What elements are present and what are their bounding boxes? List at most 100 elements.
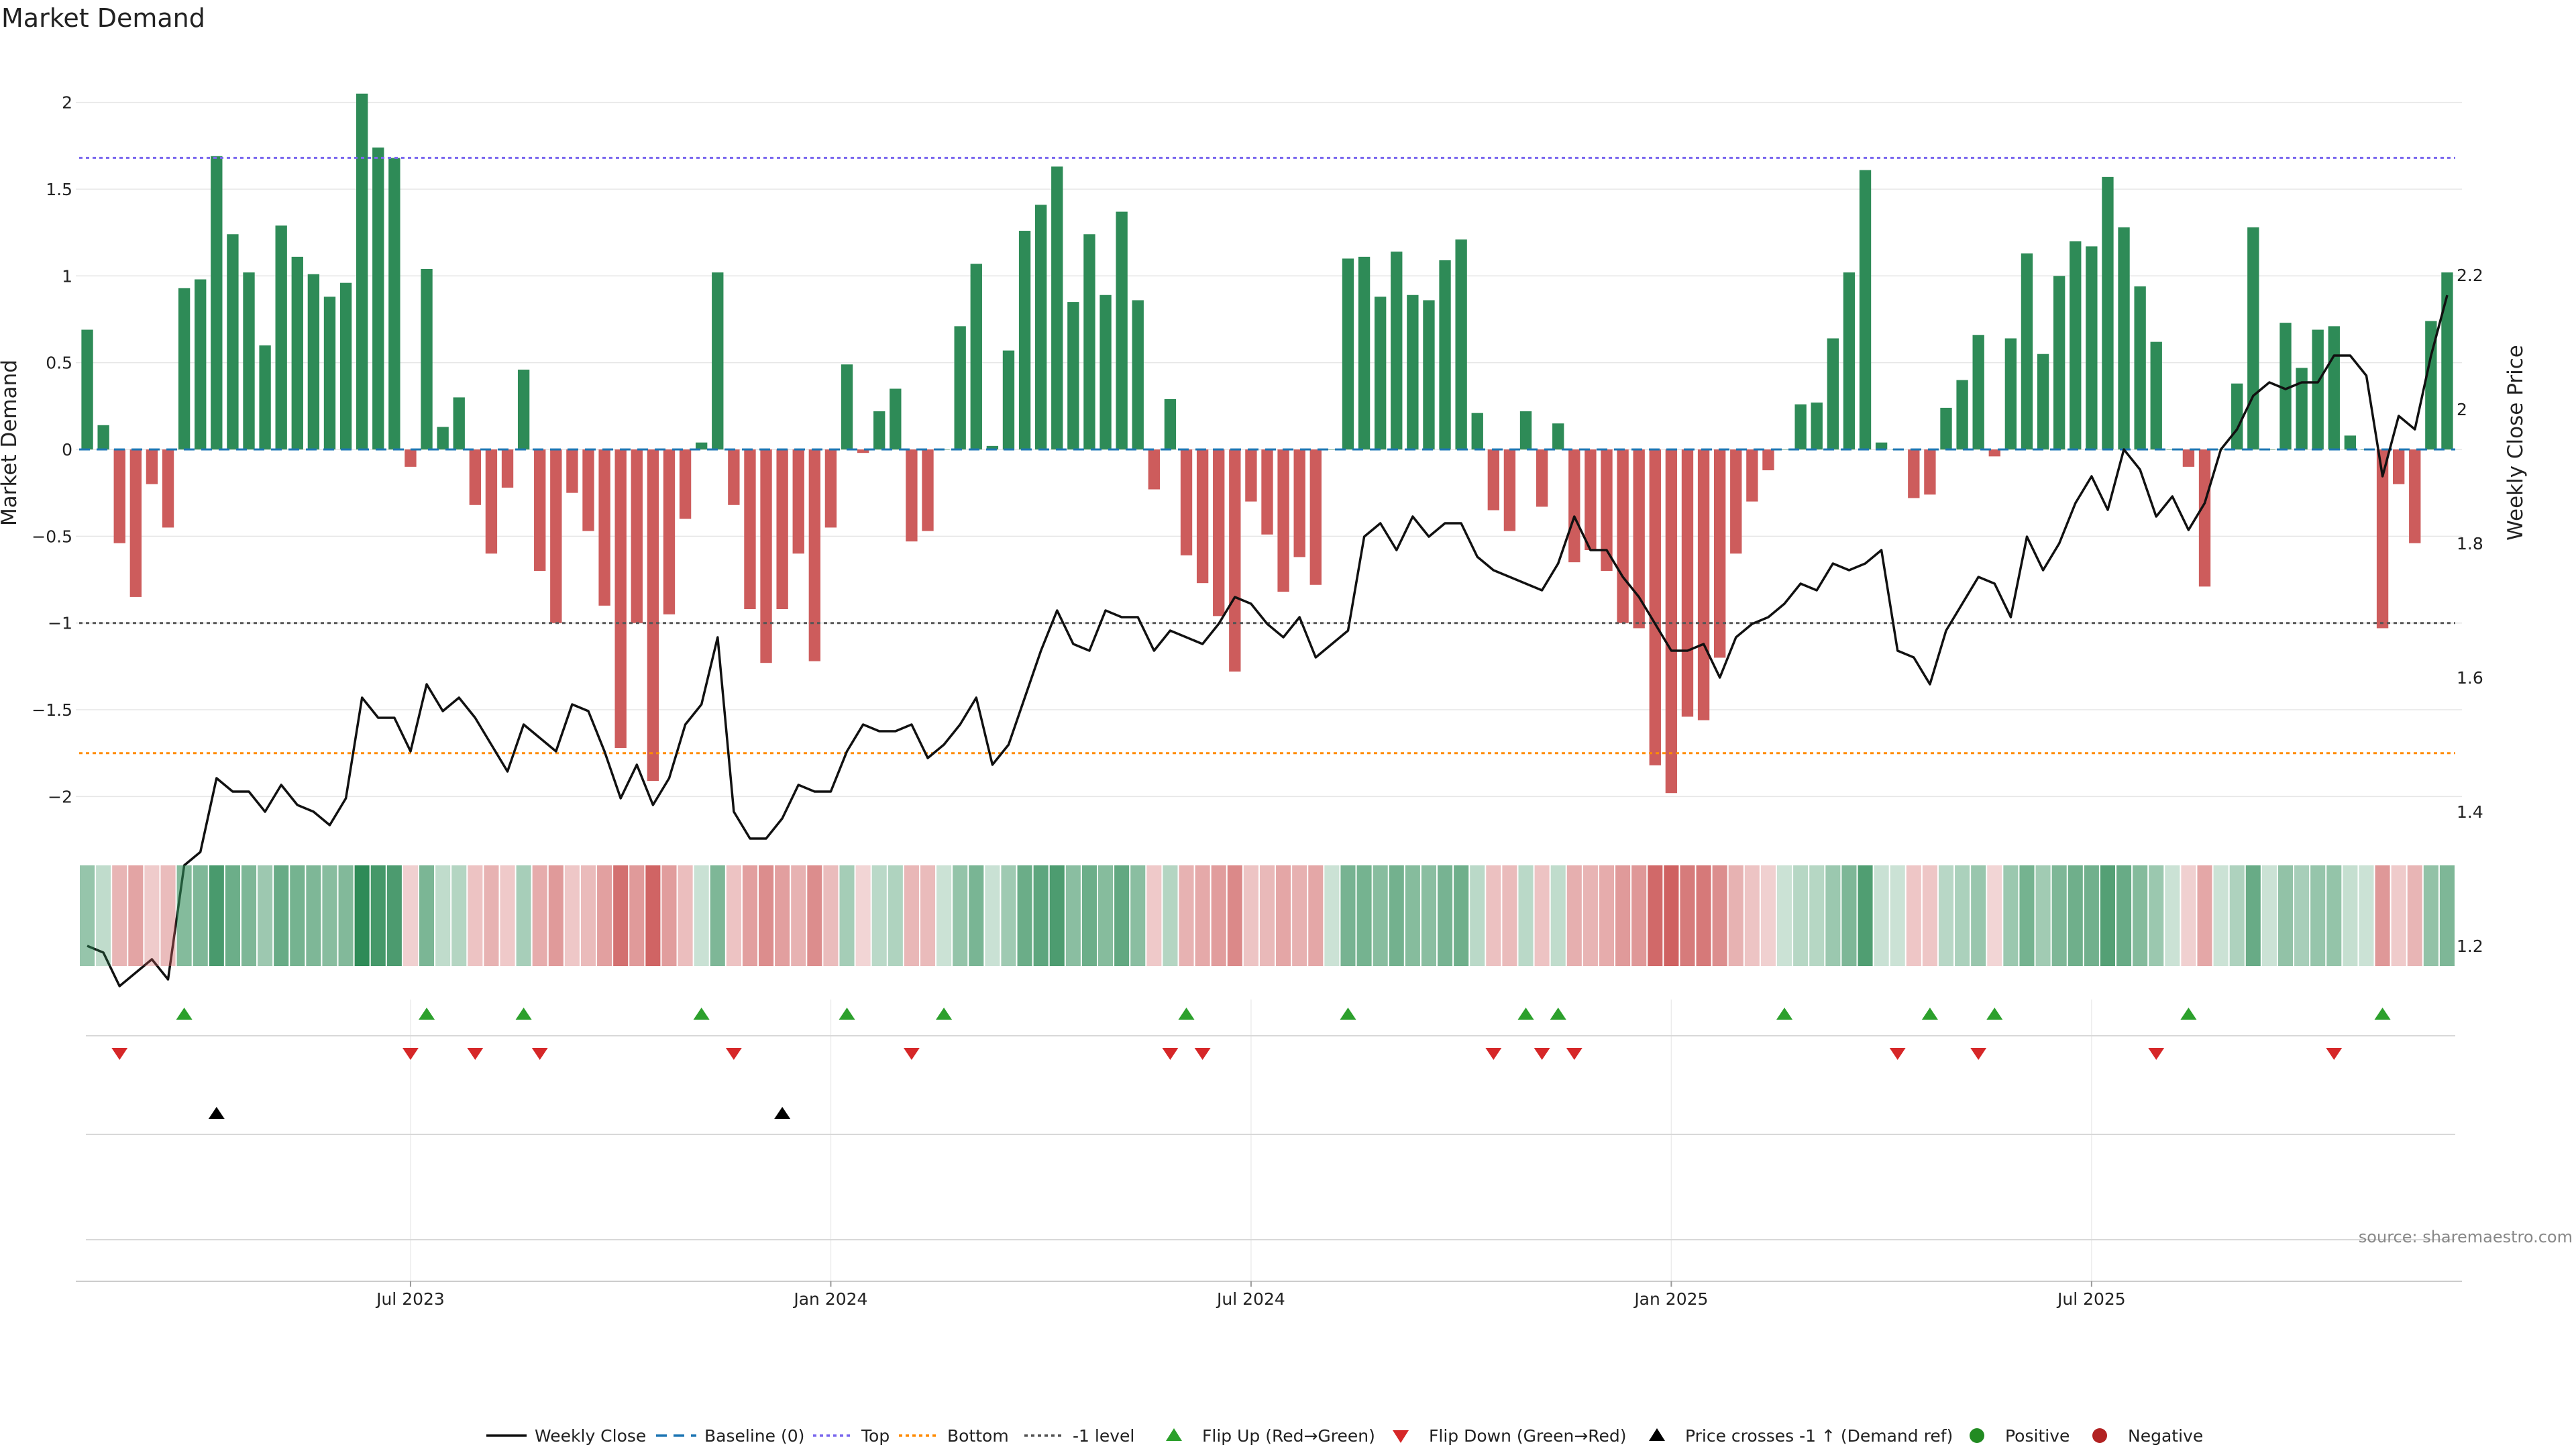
demand-bar xyxy=(566,449,578,493)
legend-label: Bottom xyxy=(947,1426,1009,1446)
heat-cell xyxy=(2439,865,2455,966)
heat-cell xyxy=(1712,865,1727,966)
demand-bar xyxy=(1762,449,1774,471)
price-cross-panel xyxy=(86,1107,2455,1135)
demand-bar xyxy=(1132,300,1144,449)
heat-cell xyxy=(1793,865,1809,966)
heat-cell xyxy=(1955,865,1970,966)
demand-bar xyxy=(2296,368,2308,449)
source-note: source: sharemaestro.com xyxy=(2359,1228,2573,1246)
heat-cell xyxy=(160,865,176,966)
demand-bar xyxy=(1956,380,1968,449)
heat-cell xyxy=(338,865,354,966)
demand-bar xyxy=(243,272,255,449)
heat-cell xyxy=(2245,865,2261,966)
heat-cell xyxy=(1777,865,1792,966)
demand-bar xyxy=(1972,335,1984,449)
y2-tick-label: 1.4 xyxy=(2457,802,2483,822)
heat-cell xyxy=(1906,865,1921,966)
flip-down-marker xyxy=(402,1048,419,1060)
price-line-group xyxy=(87,294,2449,987)
y-tick-label: −1.5 xyxy=(32,700,72,720)
demand-bar xyxy=(1908,449,1920,498)
legend-swatch xyxy=(1166,1428,1182,1441)
flip-down-marker xyxy=(1162,1048,1179,1060)
heat-cell xyxy=(1971,865,1986,966)
heat-cell xyxy=(2133,865,2148,966)
demand-bar xyxy=(1681,449,1694,717)
heat-cell xyxy=(2294,865,2310,966)
heat-cell xyxy=(791,865,806,966)
heat-cell xyxy=(1438,865,1453,966)
heat-cell xyxy=(2326,865,2342,966)
demand-bar xyxy=(2328,326,2340,449)
heat-cell xyxy=(1534,865,1550,966)
demand-bar xyxy=(2247,227,2259,449)
heat-cell xyxy=(1114,865,1130,966)
heat-cell xyxy=(435,865,451,966)
heat-cell xyxy=(1324,865,1340,966)
demand-heat-strip xyxy=(80,865,2455,966)
demand-bar xyxy=(614,449,627,748)
heat-cell xyxy=(580,865,596,966)
heat-cell xyxy=(1518,865,1534,966)
demand-bar xyxy=(663,449,676,614)
demand-bar xyxy=(2441,272,2453,449)
demand-bar xyxy=(1423,300,1435,449)
demand-bar xyxy=(2004,338,2017,449)
y-axis-label: Market Demand xyxy=(0,360,21,526)
demand-bar xyxy=(485,449,498,554)
y-tick-label: 1.5 xyxy=(46,180,72,199)
heat-cell xyxy=(871,865,887,966)
demand-bar xyxy=(1213,449,1225,616)
demand-bar xyxy=(2392,449,2405,484)
heat-cell xyxy=(1179,865,1194,966)
flip-down-marker xyxy=(1534,1048,1550,1060)
demand-bar xyxy=(728,449,740,505)
demand-bar xyxy=(2376,449,2389,629)
demand-bar xyxy=(1083,234,1095,449)
demand-bars xyxy=(81,93,2453,794)
heat-cell xyxy=(1680,865,1695,966)
heat-cell xyxy=(1356,865,1372,966)
flip-up-marker xyxy=(2180,1008,2197,1020)
heat-cell xyxy=(888,865,903,966)
demand-bar xyxy=(2053,276,2065,449)
demand-bar xyxy=(1536,449,1548,507)
heat-cell xyxy=(2391,865,2406,966)
demand-bar xyxy=(113,449,125,543)
heat-cell xyxy=(484,865,499,966)
demand-bar xyxy=(1585,449,1597,551)
heat-cell xyxy=(386,865,402,966)
heat-cell xyxy=(354,865,370,966)
flip-up-marker xyxy=(1517,1008,1534,1020)
x-tick-label: Jul 2024 xyxy=(1216,1289,1285,1309)
demand-bar xyxy=(1875,442,1888,449)
y-tick-label: −0.5 xyxy=(32,527,72,546)
demand-bar xyxy=(744,449,756,610)
heat-cell xyxy=(144,865,160,966)
heat-cell xyxy=(953,865,968,966)
heat-cell xyxy=(1566,865,1582,966)
heat-cell xyxy=(564,865,580,966)
heat-cell xyxy=(855,865,871,966)
demand-bar xyxy=(2150,341,2162,449)
heat-cell xyxy=(241,865,257,966)
heat-cell xyxy=(2229,865,2245,966)
demand-bar xyxy=(2312,329,2324,449)
flip-down-marker xyxy=(903,1048,920,1060)
y-tick-label: 1 xyxy=(62,266,72,286)
heat-cell xyxy=(1664,865,1679,966)
legend-swatch xyxy=(1970,1428,1984,1443)
heat-cell xyxy=(807,865,822,966)
demand-bar xyxy=(857,449,869,453)
demand-bar xyxy=(178,288,191,449)
heat-cell xyxy=(1728,865,1743,966)
demand-bar xyxy=(1568,449,1580,563)
demand-bar xyxy=(1519,411,1532,449)
legend-label: Negative xyxy=(2128,1426,2203,1446)
legend-label: Baseline (0) xyxy=(704,1426,804,1446)
demand-bar xyxy=(162,449,174,528)
demand-bar xyxy=(2021,253,2033,449)
demand-bar xyxy=(2102,176,2114,449)
